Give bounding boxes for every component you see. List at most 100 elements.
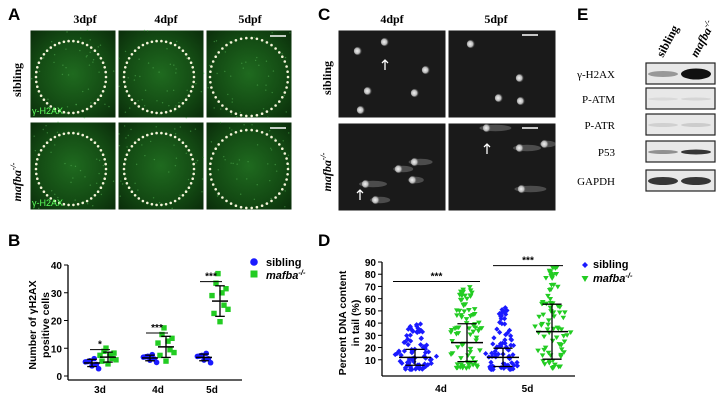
dotted-outline-marker: [67, 203, 70, 207]
background-speckle: [48, 201, 51, 203]
background-speckle: [57, 196, 59, 199]
data-point-mafba: [99, 358, 105, 364]
background-speckle: [139, 75, 141, 78]
background-speckle: [92, 61, 94, 63]
dotted-outline-marker: [255, 205, 259, 209]
dotted-outline-marker: [123, 70, 126, 74]
dotted-outline-marker: [137, 105, 141, 108]
fluorescence-image: [117, 29, 205, 119]
background-speckle: [89, 184, 92, 186]
dotted-outline-marker: [184, 190, 188, 193]
dotted-outline-marker: [270, 135, 273, 139]
dotted-outline-marker: [245, 128, 248, 132]
data-point-mafba: [475, 328, 482, 334]
background-speckle: [65, 112, 67, 114]
data-point-mafba: [449, 339, 456, 344]
data-point-mafba: [540, 359, 546, 364]
data-point-mafba: [477, 348, 483, 353]
dotted-outline-marker: [130, 190, 134, 193]
dotted-outline-marker: [239, 205, 243, 209]
comet-head: [363, 86, 373, 96]
background-speckle: [239, 111, 242, 114]
dotted-outline-marker: [192, 162, 195, 166]
dotted-outline-marker: [34, 167, 38, 171]
dotted-outline-marker: [169, 201, 172, 205]
dotted-outline-marker: [281, 96, 284, 99]
background-speckle: [143, 105, 146, 107]
data-point-sibling: [399, 360, 405, 366]
data-point-mafba: [536, 314, 542, 320]
dotted-outline-marker: [255, 113, 259, 117]
dotted-outline-marker: [58, 41, 61, 45]
background-speckle: [274, 137, 276, 140]
dotted-outline-marker: [217, 192, 220, 195]
dotted-outline-marker: [189, 90, 193, 93]
panel-letter-b: B: [8, 231, 20, 250]
legend-d-sibling-label: sibling: [593, 259, 628, 271]
dotted-outline-marker: [123, 80, 126, 84]
data-point-mafba: [448, 327, 455, 333]
background-speckle: [187, 178, 190, 181]
data-point-mafba: [546, 268, 553, 274]
background-speckle: [42, 57, 45, 59]
background-speckle: [215, 40, 218, 42]
dotted-outline-marker: [45, 194, 49, 197]
dotted-outline-marker: [122, 75, 126, 79]
data-point-sibling: [501, 309, 507, 315]
blot-band: [681, 149, 711, 155]
background-speckle: [121, 183, 124, 185]
data-point-mafba: [564, 333, 570, 338]
dotted-outline-marker: [187, 149, 191, 152]
dotted-outline-marker: [278, 100, 281, 103]
blot-band: [648, 97, 678, 101]
row-label-mafba: mafba-/-: [9, 162, 24, 201]
background-speckle: [65, 67, 67, 69]
dotted-outline-marker: [103, 85, 106, 88]
background-speckle: [166, 48, 168, 50]
dotted-outline-marker: [234, 131, 238, 134]
background-speckle: [79, 37, 82, 39]
comet-head: [421, 65, 431, 75]
dotted-outline-marker: [155, 203, 158, 207]
dotted-outline-marker: [214, 96, 217, 99]
y-tick-label: 90: [365, 258, 377, 269]
background-speckle: [144, 89, 147, 91]
background-speckle: [270, 147, 272, 149]
background-speckle: [74, 199, 76, 201]
background-speckle: [213, 107, 215, 109]
dotted-outline-marker: [101, 90, 105, 93]
dotted-outline-marker: [122, 167, 126, 171]
dotted-outline-marker: [96, 145, 100, 148]
comet-head: [410, 157, 420, 167]
background-speckle: [284, 190, 286, 192]
dotted-outline-marker: [265, 133, 269, 136]
blot-band: [648, 177, 678, 185]
dotted-outline-marker: [210, 157, 213, 160]
background-speckle: [256, 84, 259, 86]
dotted-outline-marker: [286, 70, 289, 73]
data-point-mafba: [469, 290, 475, 296]
dotted-outline-marker: [146, 201, 149, 205]
row-label-sibling: sibling: [10, 63, 24, 97]
data-point-mafba: [539, 353, 546, 358]
background-speckle: [196, 159, 199, 162]
data-point-mafba: [557, 364, 564, 370]
background-speckle: [235, 115, 238, 118]
panel-letter-a: A: [8, 5, 20, 24]
dotted-outline-marker: [164, 132, 168, 136]
dotted-outline-marker: [281, 55, 284, 58]
fluorescence-image: [205, 121, 293, 211]
background-speckle: [230, 75, 232, 77]
data-point-sibling: [496, 343, 503, 349]
data-point-mafba: [461, 309, 468, 314]
data-point-sibling: [503, 332, 509, 338]
dotted-outline-marker: [133, 49, 137, 52]
background-speckle: [118, 145, 121, 147]
background-speckle: [57, 121, 59, 124]
panel-letter-e: E: [577, 5, 588, 24]
background-speckle: [86, 29, 89, 32]
background-speckle: [242, 67, 245, 69]
data-point-mafba: [535, 348, 541, 354]
background-speckle: [130, 128, 132, 131]
dotted-outline-marker: [85, 199, 89, 203]
